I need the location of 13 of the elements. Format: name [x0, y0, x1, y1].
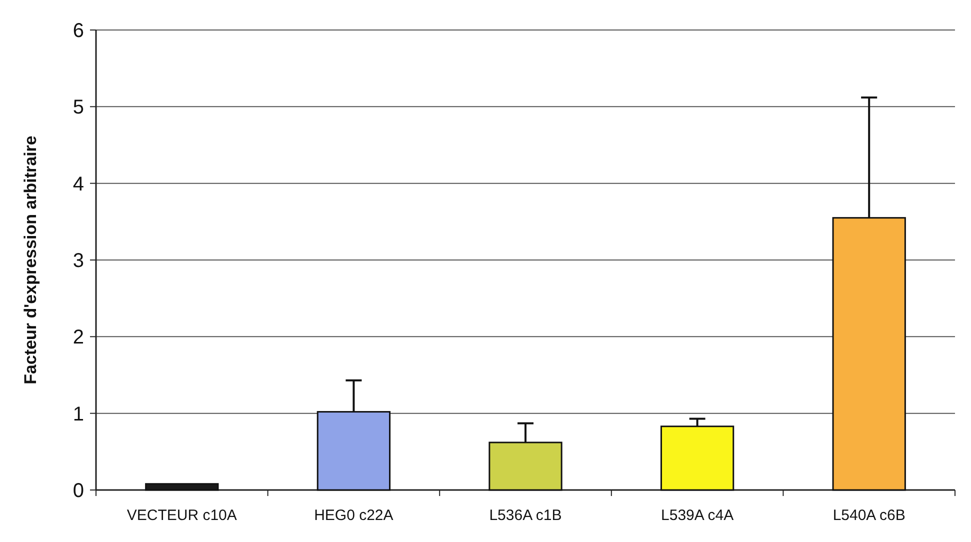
y-tick-label: 4	[72, 173, 84, 196]
y-tick-label: 3	[72, 250, 84, 272]
x-tick-label: L540A c6B	[832, 507, 906, 524]
y-tick-label: 2	[72, 326, 84, 349]
y-axis-title: Facteur d'expression arbitraire	[21, 136, 40, 384]
y-tick-label: 5	[72, 96, 84, 119]
x-tick-label: L536A c1B	[489, 507, 562, 524]
x-tick-label: VECTEUR c10A	[126, 507, 237, 524]
y-tick-label: 1	[72, 403, 84, 426]
x-tick-label: L539A c4A	[661, 507, 734, 524]
y-tick-label: 0	[72, 480, 84, 502]
y-tick-label: 6	[72, 20, 84, 42]
x-tick-label: HEG0 c22A	[314, 507, 394, 524]
